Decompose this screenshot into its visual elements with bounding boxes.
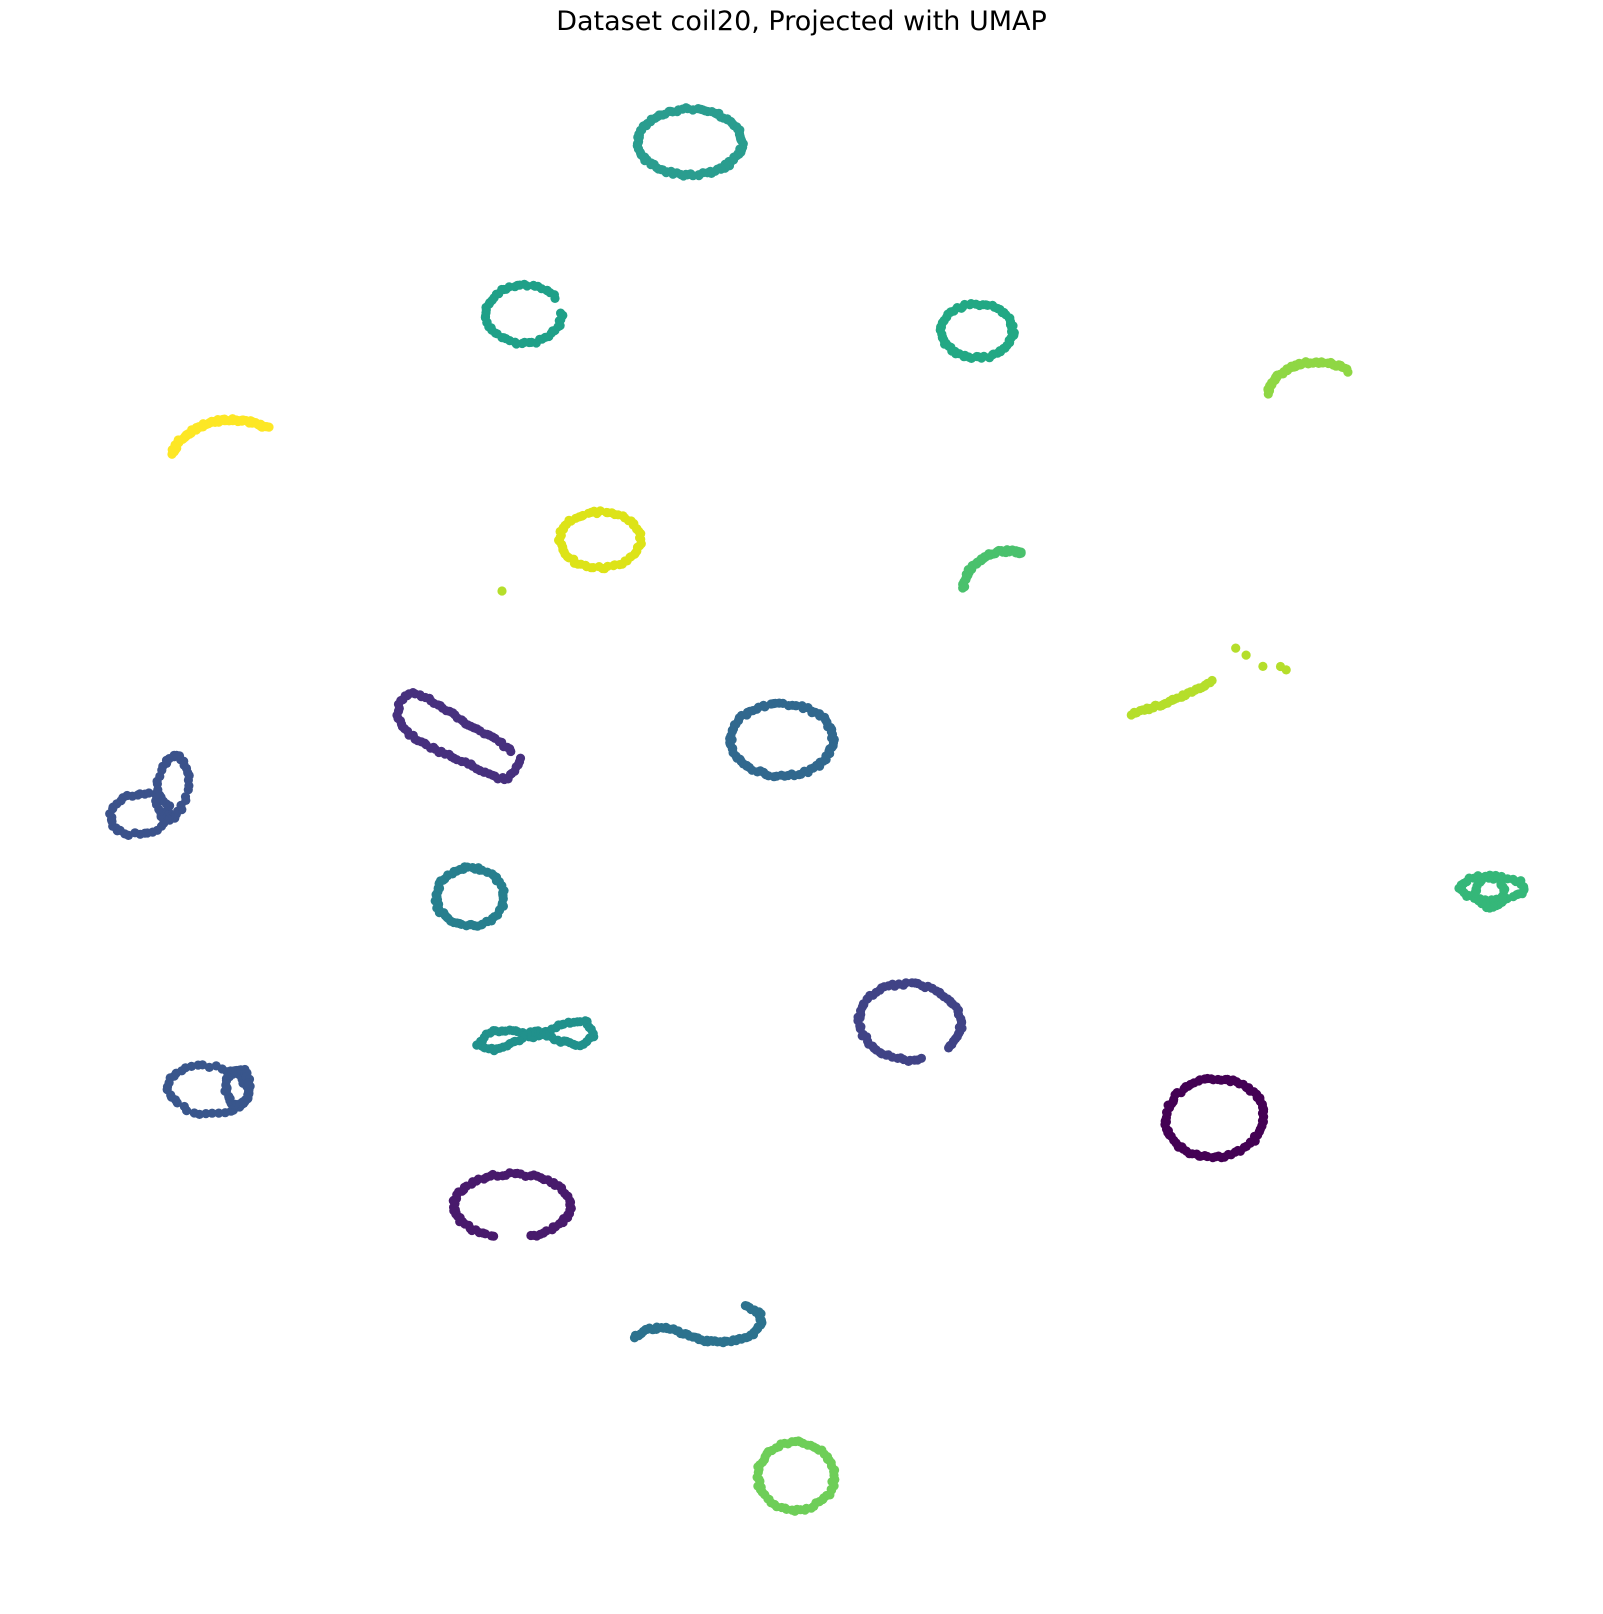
cluster-17 <box>1126 643 1291 720</box>
scatter-point <box>165 801 175 811</box>
scatter-point <box>740 1301 751 1311</box>
cluster-8 <box>430 862 509 931</box>
scatter-point <box>497 586 507 596</box>
cluster-12 <box>632 103 748 181</box>
scatter-point <box>827 733 837 743</box>
scatter-point <box>189 1108 199 1118</box>
cluster-7 <box>629 1301 767 1348</box>
cluster-3 <box>853 978 967 1066</box>
cluster-10 <box>480 279 568 349</box>
scatter-point <box>472 1040 482 1050</box>
scatter-point <box>184 781 194 791</box>
scatter-point <box>1281 665 1291 675</box>
scatter-point <box>179 1101 189 1112</box>
scatter-point <box>1259 1104 1269 1114</box>
cluster-2 <box>392 688 526 785</box>
cluster-18 <box>554 506 646 574</box>
cluster-4 <box>162 1060 255 1119</box>
scatter-point <box>550 293 560 303</box>
cluster-6 <box>725 698 839 782</box>
scatter-point <box>526 1230 536 1241</box>
scatter-point <box>498 890 508 900</box>
cluster-1 <box>448 1168 576 1241</box>
cluster-16 <box>1263 357 1353 399</box>
scatter-point <box>957 1018 967 1028</box>
scatter-point <box>264 422 274 432</box>
scatter-point <box>635 533 645 543</box>
cluster-0 <box>1160 1073 1269 1163</box>
scatter-point <box>1016 548 1026 558</box>
scatter-point <box>565 1200 575 1210</box>
scatter-point <box>515 753 526 763</box>
scatter-point <box>204 1062 214 1072</box>
scatter-point <box>944 1043 954 1053</box>
scatter-point <box>1207 675 1217 686</box>
scatter-point <box>1231 643 1241 653</box>
scatter-point <box>244 1080 254 1090</box>
scatter-point <box>736 134 746 144</box>
scatter-point <box>1343 367 1353 377</box>
cluster-11 <box>935 299 1019 363</box>
outliers <box>497 586 507 596</box>
scatter-point <box>1241 650 1251 660</box>
cluster-13 <box>1454 870 1529 913</box>
cluster-19 <box>167 414 274 459</box>
cluster-15 <box>752 1436 840 1516</box>
chart-title: Dataset coil20, Projected with UMAP <box>556 6 1047 37</box>
cluster-5 <box>105 750 194 841</box>
scatter-point <box>1258 661 1268 672</box>
scatter-point <box>1519 882 1529 892</box>
scatter-point <box>1500 884 1510 894</box>
cluster-14 <box>958 545 1026 593</box>
scatter-point <box>829 1467 839 1477</box>
scatter-point <box>151 796 161 806</box>
scatter-point <box>1007 323 1017 333</box>
scatter-point <box>214 1108 224 1118</box>
cluster-9 <box>472 1016 599 1056</box>
